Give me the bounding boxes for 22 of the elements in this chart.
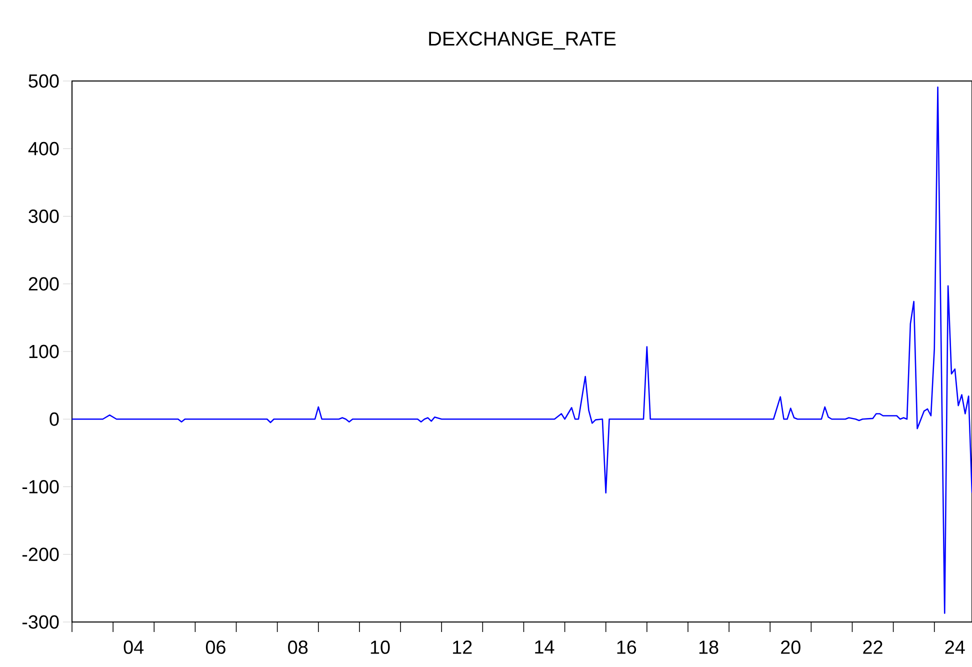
y-tick-label: -300	[22, 615, 59, 629]
y-tick-label: 200	[28, 277, 59, 291]
y-tick-label: -100	[22, 480, 59, 494]
x-tick-label: 20	[781, 640, 800, 654]
x-tick-label: 16	[617, 640, 636, 654]
chart-title: DEXCHANGE_RATE	[429, 32, 616, 50]
y-tick-label: 300	[28, 210, 59, 223]
y-tick-label: -200	[22, 548, 59, 562]
x-tick-label: 04	[124, 640, 144, 654]
x-tick-label: 14	[535, 640, 554, 654]
x-tick-label: 10	[370, 640, 390, 654]
y-tick-label: 400	[28, 142, 59, 156]
x-tick-label: 22	[863, 640, 882, 654]
y-tick-label: 0	[50, 412, 59, 426]
x-tick-label: 24	[945, 640, 965, 654]
y-tick-label: 100	[29, 344, 59, 358]
x-tick-label: 12	[453, 640, 472, 654]
x-tick-label: 18	[699, 640, 718, 654]
x-tick-label: 08	[288, 640, 308, 654]
x-tick-label: 06	[206, 640, 226, 654]
y-tick-label: 500	[28, 74, 59, 88]
line-series	[71, 86, 972, 614]
